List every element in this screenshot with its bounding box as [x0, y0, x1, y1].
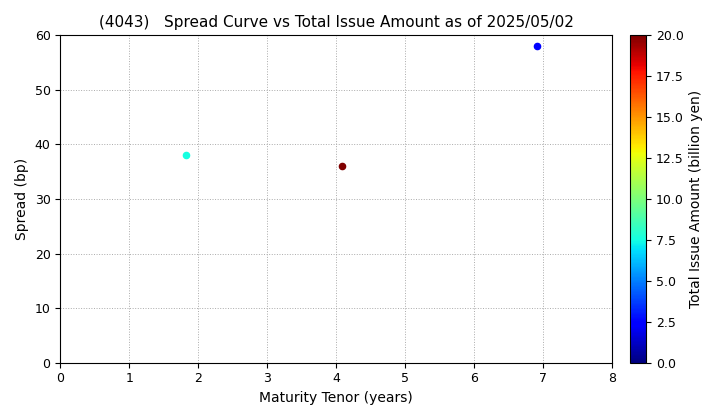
Title: (4043)   Spread Curve vs Total Issue Amount as of 2025/05/02: (4043) Spread Curve vs Total Issue Amoun…	[99, 15, 574, 30]
Point	[181, 152, 192, 159]
Y-axis label: Spread (bp): Spread (bp)	[15, 158, 29, 240]
Point	[336, 163, 347, 170]
X-axis label: Maturity Tenor (years): Maturity Tenor (years)	[259, 391, 413, 405]
Y-axis label: Total Issue Amount (billion yen): Total Issue Amount (billion yen)	[690, 90, 703, 308]
Point	[532, 43, 544, 50]
